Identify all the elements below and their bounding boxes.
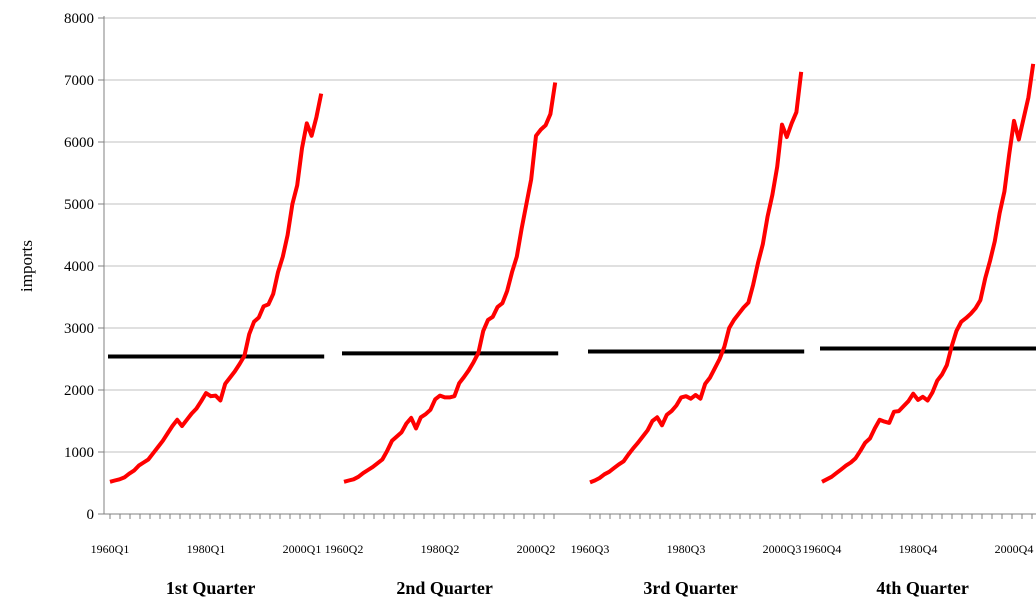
series-line-4: [821, 63, 1036, 484]
x-tick-label: 2000Q3: [763, 542, 802, 556]
x-tick-label: 1960Q1: [91, 542, 130, 556]
series-line-1: [109, 93, 324, 484]
x-tick-label: 1980Q2: [421, 542, 460, 556]
x-tick-label: 2000Q1: [283, 542, 322, 556]
y-tick-label: 3000: [64, 321, 94, 337]
y-tick-label: 6000: [64, 135, 94, 151]
y-tick-label: 5000: [64, 197, 94, 213]
y-tick-label: 7000: [64, 73, 94, 89]
x-tick-label: 1980Q4: [899, 542, 938, 556]
series-layer: [108, 63, 1036, 485]
x-tick-label: 1980Q3: [667, 542, 706, 556]
y-tick-label: 1000: [64, 445, 94, 461]
series-line-3: [589, 71, 804, 485]
panel-label-1: 1st Quarter: [166, 578, 255, 598]
y-axis-label: imports: [17, 240, 36, 292]
y-tick-label: 2000: [64, 383, 94, 399]
y-tick-label: 0: [87, 507, 95, 523]
series-line-2: [343, 82, 558, 484]
x-tick-label: 1960Q2: [325, 542, 364, 556]
x-tick-label: 1960Q4: [803, 542, 842, 556]
axis-layer: [98, 16, 1036, 519]
grid-layer: [104, 17, 1036, 453]
y-tick-label: 8000: [64, 11, 94, 27]
x-tick-label: 1980Q1: [187, 542, 226, 556]
panel-label-3: 3rd Quarter: [643, 578, 737, 598]
x-tick-label: 1960Q3: [571, 542, 610, 556]
x-tick-label: 2000Q2: [517, 542, 556, 556]
panel-label-2: 2nd Quarter: [396, 578, 493, 598]
y-tick-label: 4000: [64, 259, 94, 275]
x-tick-label: 2000Q4: [995, 542, 1034, 556]
panel-label-4: 4th Quarter: [876, 578, 968, 598]
label-layer: 0 1000 2000 3000 4000 5000 6000 7000 8000 imports…: [17, 11, 1033, 598]
